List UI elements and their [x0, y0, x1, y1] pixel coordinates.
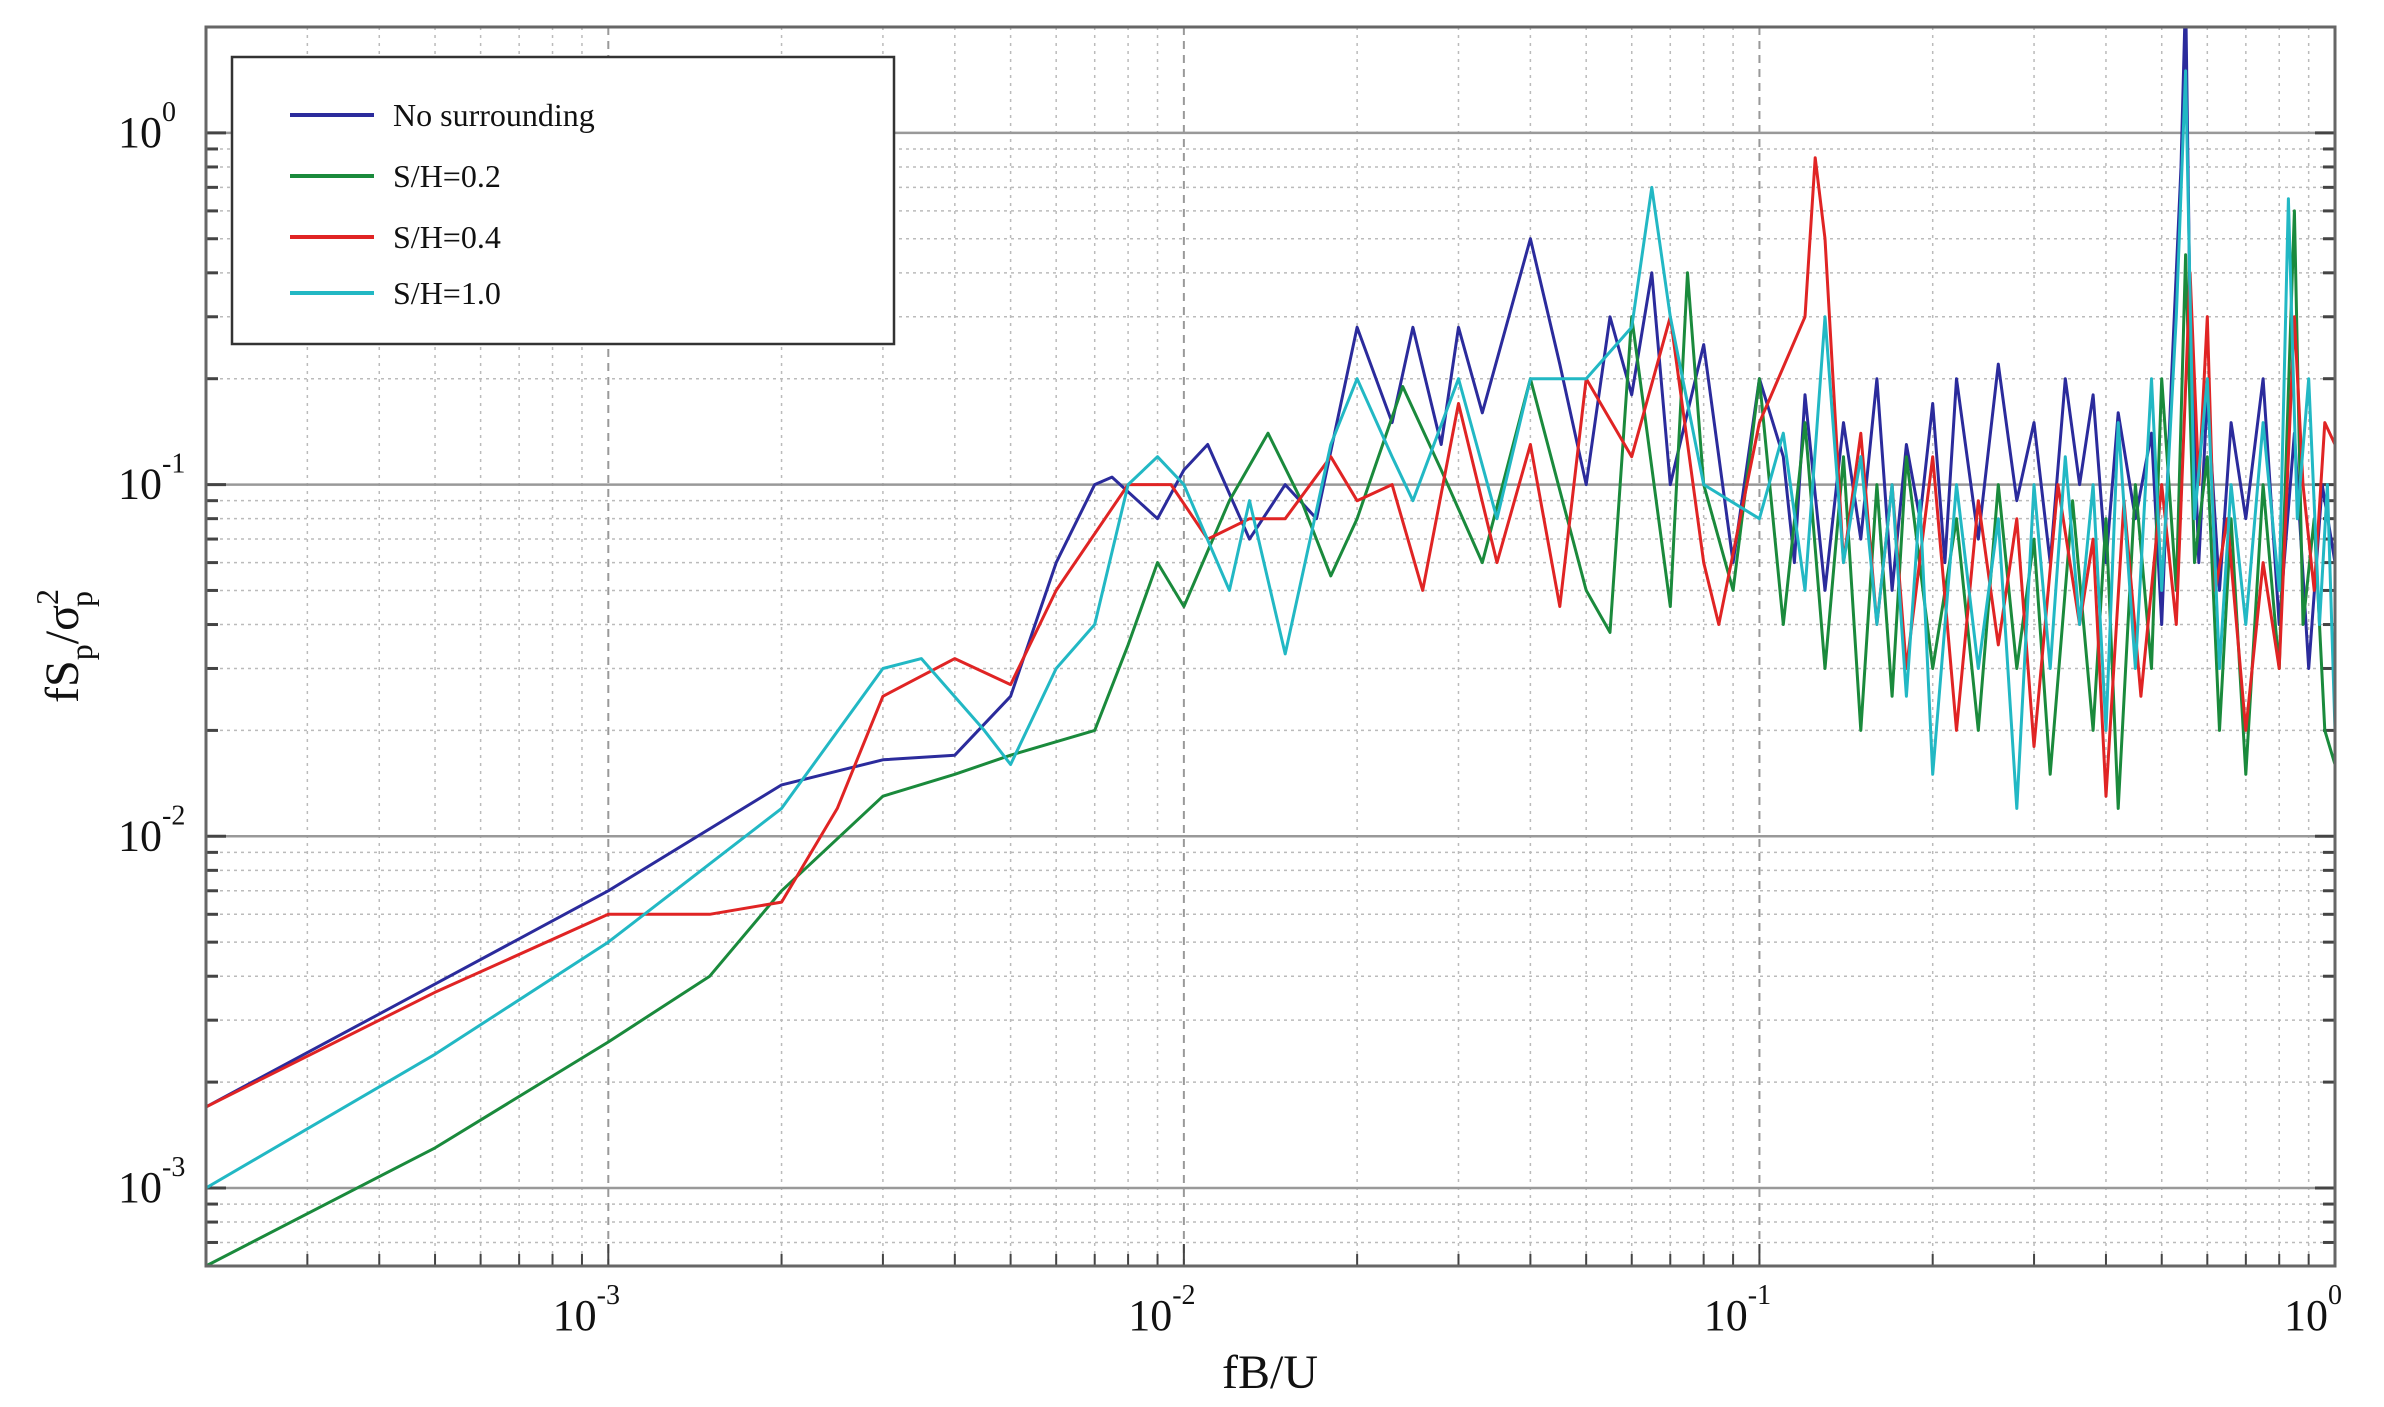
legend-label: S/H=0.2: [393, 158, 501, 194]
x-tick-label: 10-2: [1128, 1280, 1195, 1340]
x-tick-label: 10-1: [1704, 1280, 1771, 1340]
series-line-3: [206, 69, 2335, 1190]
tick-labels: 10-3 10-2 10-1 100 10-3 10-2 10-1 100: [118, 97, 2342, 1340]
y-tick-label: 100: [118, 97, 176, 157]
x-tick-label: 100: [2284, 1280, 2342, 1340]
y-tick-label: 10-3: [118, 1152, 185, 1212]
y-tick-label: 10-1: [118, 449, 185, 509]
svg-text:fSp/σ2p: fSp/σ2p: [29, 589, 99, 703]
series-line-0: [206, 27, 2335, 1109]
x-axis-label: fB/U: [1222, 1346, 1318, 1399]
plot-frame: [204, 25, 2337, 1268]
series-lines: [206, 27, 2335, 1266]
y-tick-label: 10-2: [118, 800, 185, 860]
legend: No surrounding S/H=0.2 S/H=0.4 S/H=1.0: [230, 55, 896, 346]
x-tick-label: 10-3: [553, 1280, 620, 1340]
y-axis-label: fSp/σ2p: [29, 589, 99, 703]
series-line-1: [206, 209, 2335, 1266]
legend-label: No surrounding: [393, 97, 595, 133]
legend-label: S/H=0.4: [393, 219, 501, 255]
series-line-2: [206, 156, 2335, 1109]
legend-label: S/H=1.0: [393, 275, 501, 311]
legend-box: [230, 55, 896, 346]
